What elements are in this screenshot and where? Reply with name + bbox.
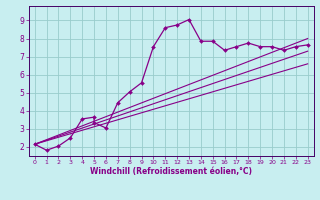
X-axis label: Windchill (Refroidissement éolien,°C): Windchill (Refroidissement éolien,°C) (90, 167, 252, 176)
